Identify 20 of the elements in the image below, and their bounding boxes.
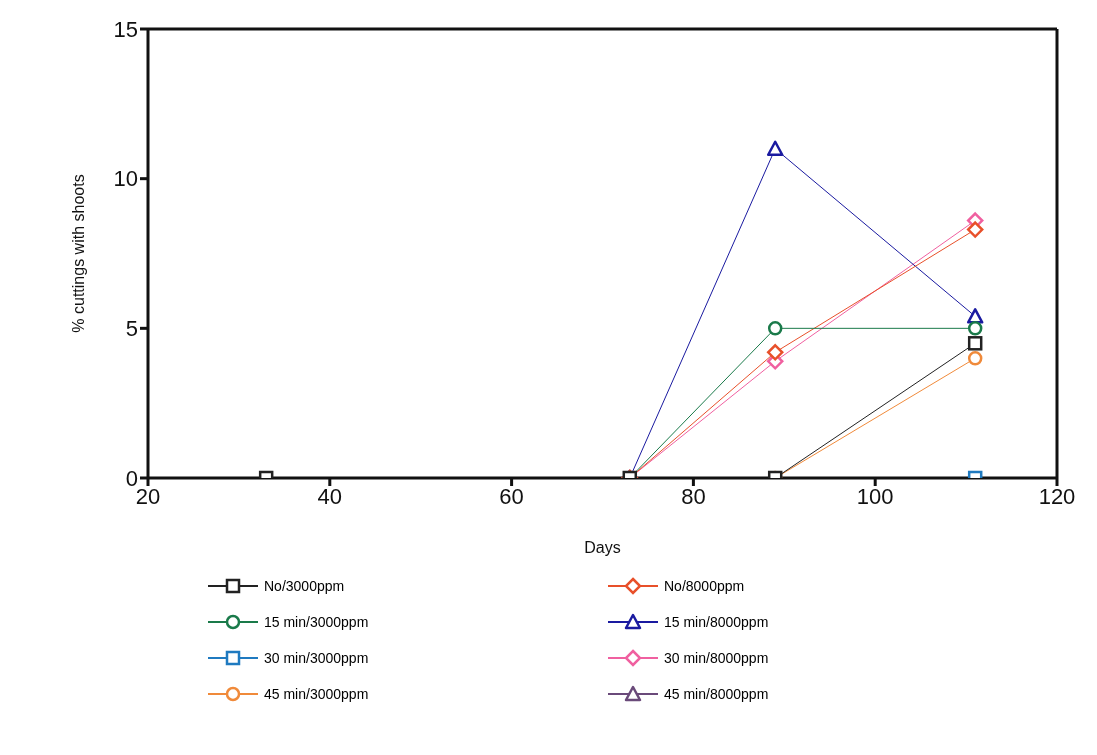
legend-label: 15 min/3000ppm [264,614,369,630]
x-tick-label: 120 [1038,483,1076,509]
x-tick-label: 60 [499,483,524,509]
y-tick-label: 10 [113,166,138,192]
y-axis-title: % cuttings with shoots [69,174,87,333]
legend-label: 15 min/8000ppm [664,614,769,630]
legend-label: 45 min/8000ppm [664,686,769,702]
y-tick-label: 0 [125,465,138,491]
y-tick-label: 5 [125,316,138,342]
legend-label: 30 min/8000ppm [664,650,769,666]
legend-label: 45 min/3000ppm [264,686,369,702]
x-tick-label: 80 [681,483,706,509]
x-tick-label: 20 [135,483,161,509]
y-tick-label: 15 [113,16,138,42]
legend-label: No/8000ppm [664,578,745,594]
x-tick-label: 100 [856,483,894,509]
x-tick-label: 40 [317,483,343,509]
legend-label: 30 min/3000ppm [264,650,369,666]
legend-label: No/3000ppm [264,578,345,594]
x-axis-title: Days [584,539,621,556]
